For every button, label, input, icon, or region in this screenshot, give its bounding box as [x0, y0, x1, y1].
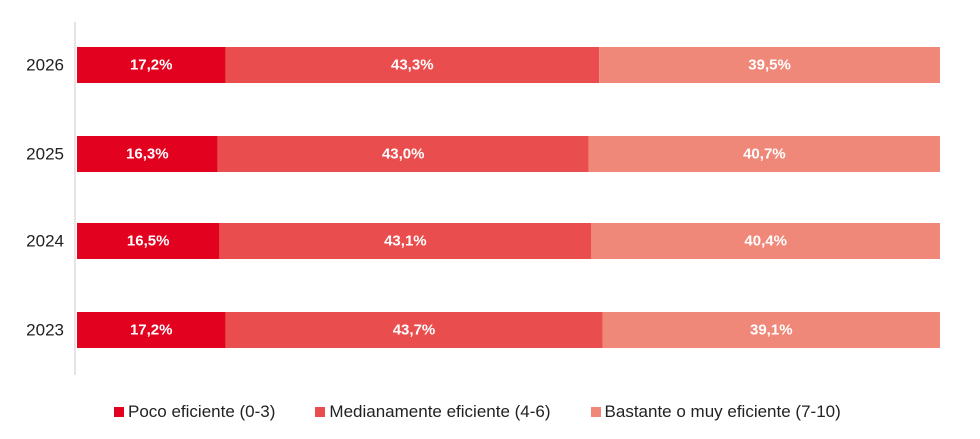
bar-segment [602, 312, 940, 348]
bars-group: 17,2% 43,3% 39,5% 16,3% 43,0% 40,7% 16,5% 43,1%… [77, 47, 940, 348]
bar-segment [77, 47, 226, 83]
data-label: 16,5% [127, 233, 170, 250]
legend: Poco eficiente (0-3) Medianamente eficie… [114, 402, 881, 422]
bar-segment [219, 223, 592, 259]
category-labels-group: 2026 2025 2024 2023 [26, 56, 64, 340]
bar-segment [217, 136, 589, 172]
data-label: 17,2% [130, 57, 173, 74]
legend-item-poco-eficiente: Poco eficiente (0-3) [114, 402, 275, 422]
bar-segment [588, 136, 940, 172]
data-label: 43,7% [393, 322, 436, 339]
data-label: 40,4% [744, 233, 787, 250]
legend-label: Medianamente eficiente (4-6) [329, 402, 551, 421]
legend-item-medianamente-eficiente: Medianamente eficiente (4-6) [315, 402, 551, 422]
data-label: 17,2% [130, 322, 173, 339]
bar-segment [591, 223, 940, 259]
legend-swatch [315, 407, 326, 417]
bar-segment [599, 47, 940, 83]
data-label: 16,3% [126, 146, 169, 163]
data-label: 43,1% [384, 233, 427, 250]
legend-label: Poco eficiente (0-3) [128, 402, 276, 421]
legend-swatch [114, 407, 124, 417]
category-label: 2026 [26, 56, 64, 75]
bar-segment [225, 312, 603, 348]
category-label: 2025 [26, 145, 64, 164]
data-label: 43,3% [391, 57, 434, 74]
data-label: 39,1% [750, 322, 793, 339]
legend-label: Bastante o muy eficiente (7-10) [604, 402, 841, 421]
data-label: 43,0% [382, 146, 425, 163]
legend-item-bastante-eficiente: Bastante o muy eficiente (7-10) [590, 402, 841, 422]
bar-segment [77, 136, 218, 172]
legend-swatch [590, 407, 601, 417]
bar-segment [225, 47, 600, 83]
category-label: 2023 [26, 321, 64, 340]
data-label: 39,5% [748, 57, 791, 74]
category-label: 2024 [26, 232, 64, 251]
bar-segment [77, 223, 220, 259]
bar-segment [77, 312, 226, 348]
data-label: 40,7% [743, 146, 786, 163]
